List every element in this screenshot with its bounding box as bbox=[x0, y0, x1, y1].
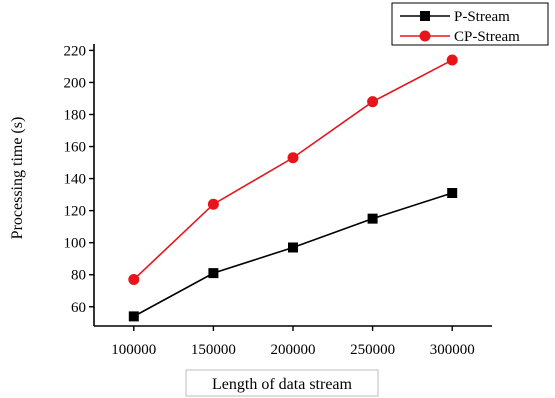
legend-marker-cp-stream bbox=[419, 30, 431, 42]
y-tick-label: 220 bbox=[64, 43, 87, 59]
y-tick-label: 140 bbox=[64, 172, 87, 188]
series-line-p-stream bbox=[133, 192, 453, 318]
x-axis-title-box bbox=[185, 369, 379, 397]
data-point-p-stream bbox=[128, 311, 139, 322]
y-axis-title: Processing time (s) bbox=[9, 117, 26, 240]
legend-label-p-stream: P-Stream bbox=[454, 9, 510, 25]
data-point-cp-stream bbox=[446, 54, 458, 66]
legend-label-cp-stream: CP-Stream bbox=[454, 29, 520, 45]
y-tick-label: 60 bbox=[71, 300, 86, 316]
data-point-cp-stream bbox=[128, 274, 140, 286]
legend: P-Stream CP-Stream bbox=[391, 2, 549, 46]
y-tick-label: 180 bbox=[64, 108, 87, 124]
x-tick-label: 100000 bbox=[111, 342, 156, 358]
legend-box bbox=[391, 2, 549, 46]
x-tick-label: 200000 bbox=[271, 342, 316, 358]
data-point-p-stream bbox=[208, 268, 219, 279]
y-tick-label: 80 bbox=[71, 268, 86, 284]
data-point-cp-stream bbox=[207, 198, 219, 210]
y-tick-label: 200 bbox=[64, 75, 87, 91]
y-tick-label: 100 bbox=[64, 236, 87, 252]
data-point-p-stream bbox=[288, 242, 298, 253]
data-point-p-stream bbox=[367, 213, 378, 224]
x-axis-title: Length of data stream bbox=[212, 376, 353, 393]
data-point-cp-stream bbox=[287, 152, 299, 164]
data-point-p-stream bbox=[447, 188, 458, 199]
x-tick-label: 300000 bbox=[430, 342, 475, 358]
y-tick-label: 160 bbox=[64, 140, 87, 156]
x-tick-label: 250000 bbox=[350, 342, 395, 358]
data-point-cp-stream bbox=[367, 96, 379, 108]
y-tick-label: 120 bbox=[64, 204, 87, 220]
legend-marker-p-stream bbox=[420, 11, 430, 21]
x-tick-label: 150000 bbox=[191, 342, 236, 358]
